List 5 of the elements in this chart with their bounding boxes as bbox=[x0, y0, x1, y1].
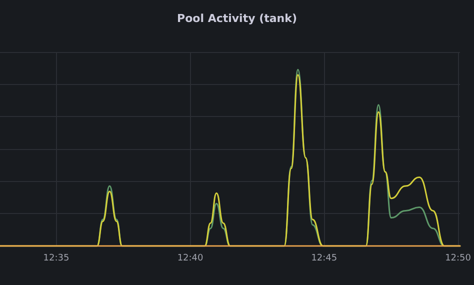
x-tick-label: 12:50 bbox=[445, 254, 472, 264]
chart-title: Pool Activity (tank) bbox=[177, 12, 297, 25]
x-tick-label: 12:35 bbox=[43, 254, 70, 264]
x-tick-label: 12:40 bbox=[177, 254, 204, 264]
x-tick-label: 12:45 bbox=[311, 254, 338, 264]
